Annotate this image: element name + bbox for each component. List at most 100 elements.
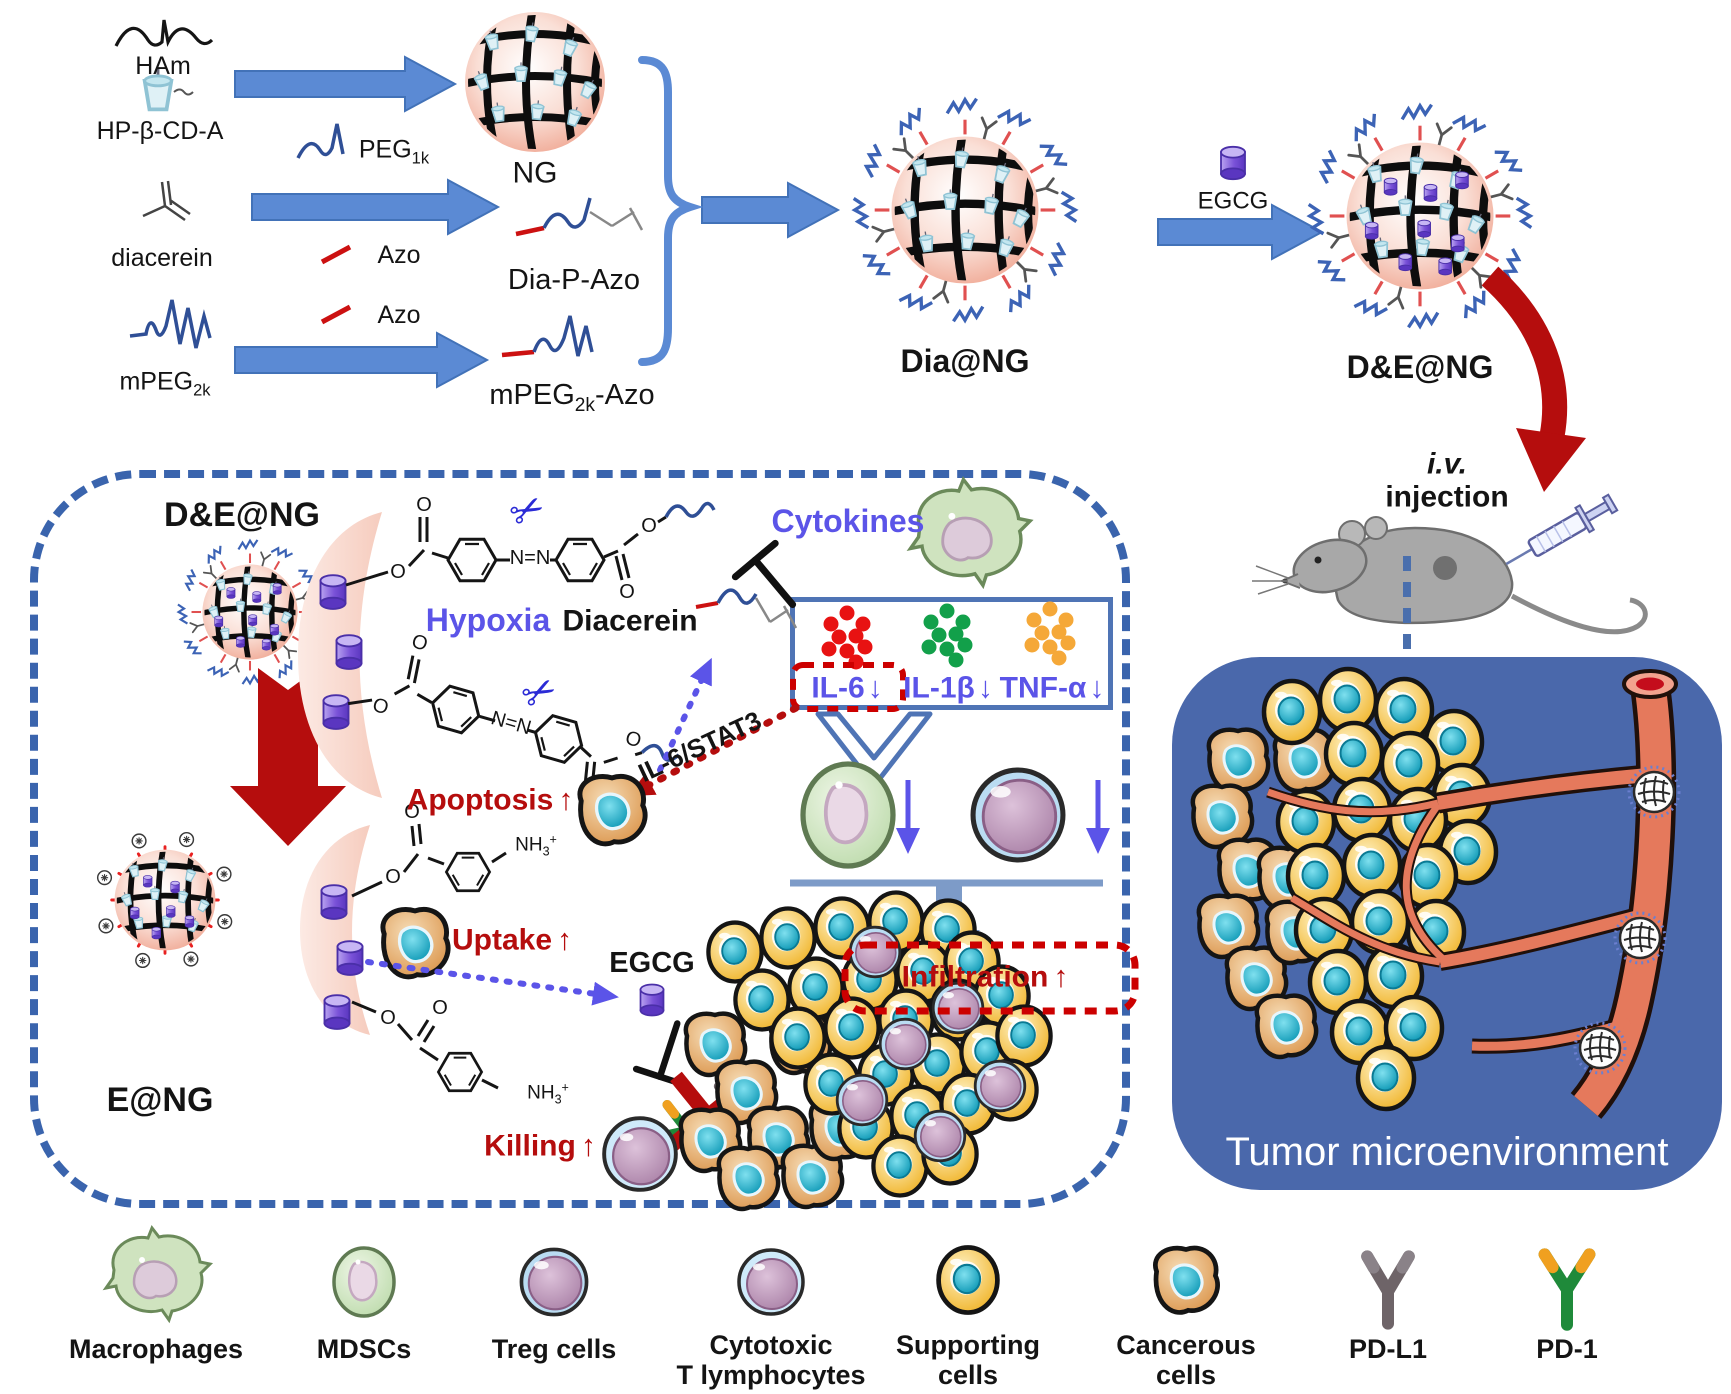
svg-text:O: O <box>390 561 406 583</box>
azo-label-2: Azo <box>377 300 421 329</box>
legend-text: Treg cells <box>491 1334 617 1364</box>
cytokine-inhibition-bar <box>731 539 797 609</box>
grouping-brace <box>638 56 704 366</box>
legend-label-mdscs: MDSCs <box>259 1334 469 1364</box>
nh3-sup: + <box>549 832 557 847</box>
legend-text: Supporting <box>896 1330 1040 1360</box>
legend-label-treg-cells: Treg cells <box>449 1334 659 1364</box>
cytokine-decrease-chevron <box>815 711 933 789</box>
dia-p-azo-label: Dia-P-Azo <box>507 263 641 296</box>
azo-linker-structure-1: O O O O N=N <box>345 494 716 603</box>
peg1k-sub: 1k <box>411 149 430 168</box>
diacerein-icon <box>142 180 191 222</box>
il1b-text: IL-1β <box>903 671 975 705</box>
killing-up-arrow: ↑ <box>580 1129 596 1163</box>
legend-label-pd1: PD-1 <box>1462 1334 1672 1364</box>
legend-label-supporting-cells: Supporting cells <box>863 1330 1073 1390</box>
hp-b-cd-a-label: HP-β-CD-A <box>96 116 224 145</box>
il1b-label: IL-1β ↓ <box>903 672 993 704</box>
peg1k-base: PEG <box>358 135 412 164</box>
legend-label-pdl1: PD-L1 <box>1283 1334 1493 1364</box>
egcg-panel-label: EGCG <box>609 946 695 979</box>
svg-text:O: O <box>619 581 635 603</box>
nh3-base: NH <box>515 834 543 856</box>
ng-label: NG <box>512 156 558 190</box>
ham-label: HAm <box>135 51 191 80</box>
il6-highlight-box <box>790 662 906 712</box>
legend-text: MDSCs <box>316 1334 412 1364</box>
panel-de-ng-label: D&E@NG <box>164 496 320 535</box>
azo-icon-2 <box>320 304 352 325</box>
il1b-down-arrow: ↓ <box>977 671 993 705</box>
tme-title: Tumor microenvironment <box>1225 1130 1669 1174</box>
svg-text:O: O <box>385 866 401 888</box>
svg-text:O: O <box>409 630 430 655</box>
svg-text:O: O <box>623 727 644 752</box>
tnfa-down-arrow: ↓ <box>1089 671 1105 705</box>
svg-text:O: O <box>641 515 657 537</box>
hp-b-cd-a-icon <box>142 65 194 112</box>
svg-text:O: O <box>404 801 420 823</box>
nh3-sup: + <box>561 1080 569 1095</box>
uptake-text: Uptake <box>451 923 553 957</box>
mpeg2k-azo-suffix: -Azo <box>594 379 655 412</box>
mpeg2k-base: mPEG <box>119 367 194 396</box>
peg1k-label: PEG1k <box>359 136 429 167</box>
uptake-label: Uptake ↑ <box>452 924 572 956</box>
svg-text:O: O <box>416 494 432 516</box>
legend-text2: cells <box>1155 1360 1217 1391</box>
legend-label-macrophages: Macrophages <box>51 1334 261 1364</box>
apoptosis-up-arrow: ↑ <box>558 783 574 817</box>
injection-label: injection <box>1385 480 1509 514</box>
mpeg2k-sub: 2k <box>193 381 211 400</box>
mpeg2k-azo-molecule <box>501 315 594 358</box>
panel-diacerein-label: Diacerein <box>562 604 698 638</box>
legend-text2: T lymphocytes <box>676 1360 866 1391</box>
legend-text: Macrophages <box>68 1334 244 1364</box>
mpeg2k-label: mPEG2k <box>119 368 210 399</box>
infiltration-highlight-box <box>841 941 1139 1015</box>
tme-blood-vessels <box>1266 669 1681 1119</box>
charge-fan <box>300 825 370 1035</box>
svg-text:N=N: N=N <box>510 547 551 569</box>
il6-text: IL-6 <box>811 671 865 705</box>
mpeg2k-icon <box>129 299 212 349</box>
syringe-icon <box>1505 493 1619 566</box>
mpeg2k-azo-label: mPEG2k-Azo <box>489 380 654 416</box>
nh3-sub: 3 <box>554 1092 562 1107</box>
legend-label-cancerous-cells: Cancerous cells <box>1081 1330 1291 1390</box>
e-ng-label: E@NG <box>106 1081 214 1120</box>
tnfa-label: TNF-α ↓ <box>1000 672 1105 704</box>
curved-red-arrow <box>1481 266 1586 492</box>
legend-text2: cells <box>937 1360 999 1391</box>
infiltration-text: Infiltration <box>901 960 1049 994</box>
legend-text: Cancerous <box>1116 1330 1256 1360</box>
legend-text: PD-L1 <box>1348 1334 1427 1364</box>
svg-text:O: O <box>432 997 448 1019</box>
nh3-sub: 3 <box>542 844 550 859</box>
killing-label: Killing ↑ <box>484 1130 596 1162</box>
azo-label-1: Azo <box>377 240 421 269</box>
intratumoral-mechanism-panel <box>30 470 1130 1208</box>
mpeg2k-azo-sub: 2k <box>574 394 595 416</box>
infiltration-label: Infiltration ↑ <box>902 961 1069 993</box>
ham-icon <box>114 19 214 48</box>
de-ng-top-label: D&E@NG <box>1346 349 1494 386</box>
egcg-top-label: EGCG <box>1197 187 1269 215</box>
nh3-label-bottom: NH3+ <box>527 1081 569 1106</box>
dia-p-azo-molecule <box>515 197 644 237</box>
cytokines-label: Cytokines <box>771 503 925 540</box>
svg-text:O: O <box>370 694 391 719</box>
dia-ng-label: Dia@NG <box>900 343 1030 380</box>
nh3-base: NH <box>527 1082 555 1104</box>
mpeg2k-azo-base: mPEG <box>489 379 575 412</box>
diacerein-reagent-label: diacerein <box>111 243 213 272</box>
il6-down-arrow: ↓ <box>867 671 883 705</box>
svg-text:O: O <box>380 1007 396 1029</box>
tnfa-text: TNF-α <box>999 671 1087 705</box>
killing-text: Killing <box>484 1129 576 1163</box>
nh3-label-top: NH3+ <box>515 833 557 858</box>
